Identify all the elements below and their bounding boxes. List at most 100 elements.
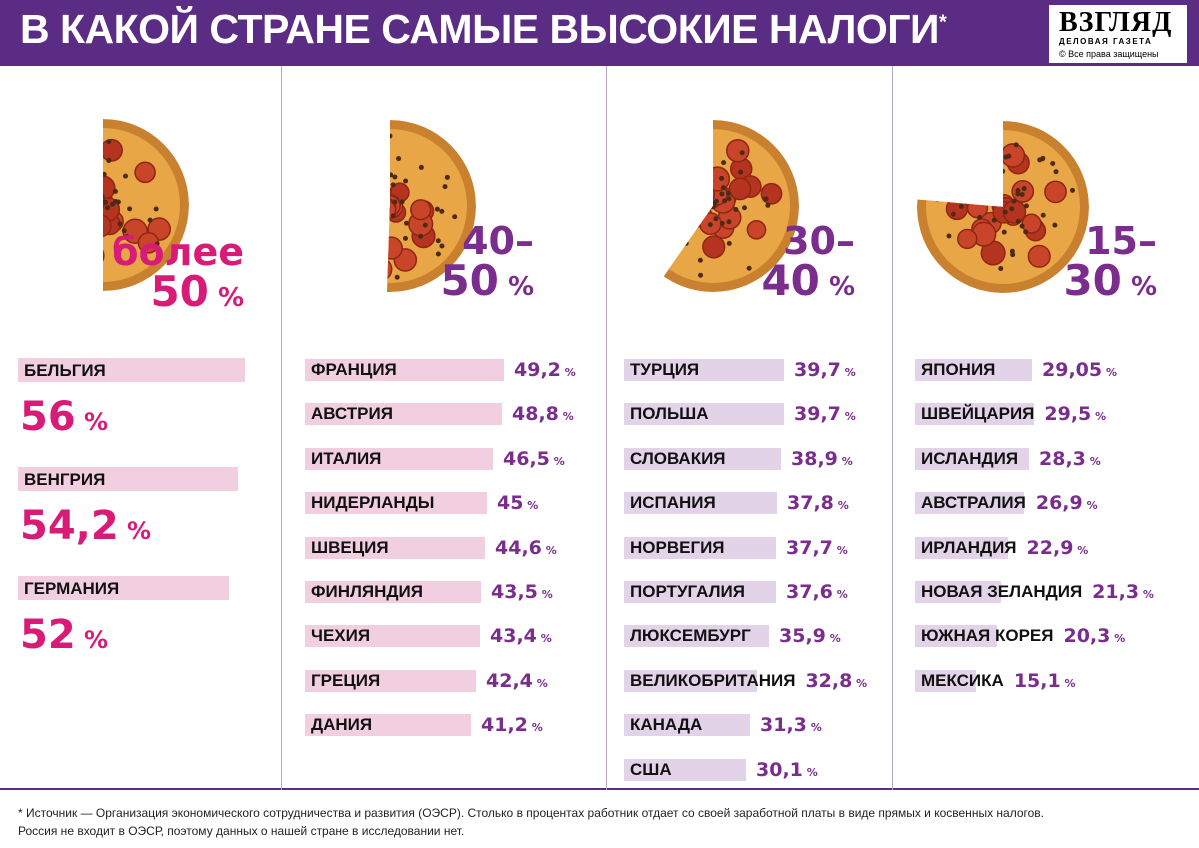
country-label: ВЕЛИКОБРИТАНИЯ [630, 671, 796, 690]
country-label: ЛЮКСЕМБУРГ [630, 626, 751, 645]
range-label-line1: 15– [1085, 219, 1157, 263]
country-value: 42,4 % [486, 670, 548, 692]
country-bar [624, 714, 750, 736]
country-label: ЮЖНАЯ КОРЕЯ [921, 626, 1054, 645]
country-label: ИРЛАНДИЯ [921, 538, 1017, 557]
country-bar [915, 492, 1024, 514]
country-value: 20,3 % [1063, 625, 1126, 647]
logo-subtitle: ДЕЛОВАЯ ГАЗЕТА [1059, 37, 1153, 46]
country-value: 15,1 % [1013, 670, 1076, 692]
country-bar: БЕЛЬГИЯ [18, 358, 245, 382]
pizza-illustration [386, 120, 476, 292]
country-label: АВСТРАЛИЯ [921, 493, 1026, 512]
country-value: 41,2 % [481, 714, 543, 736]
country-bar [305, 403, 502, 425]
country-label: ИТАЛИЯ [311, 449, 382, 468]
logo-name: ВЗГЛЯД [1059, 7, 1173, 38]
country-value: 26,9 % [1035, 492, 1098, 514]
country-label: ИСПАНИЯ [630, 493, 716, 512]
country-label: ЧЕХИЯ [311, 626, 371, 645]
country-bar [915, 581, 1001, 603]
country-label: ФИНЛЯНДИЯ [311, 582, 423, 601]
country-value: 45 % [497, 492, 539, 514]
country-bar [915, 359, 1032, 381]
page-title: В КАКОЙ СТРАНЕ САМЫЕ ВЫСОКИЕ НАЛОГИ* [20, 6, 947, 52]
country-value: 29,05 % [1042, 359, 1117, 381]
chart-frame [0, 66, 1199, 790]
range-label-line1: более [111, 230, 244, 274]
range-label-line1: 30– [783, 219, 855, 263]
pizza-illustration [917, 121, 1089, 293]
pizza-illustration [663, 120, 799, 292]
range-label-line2: 50 % [150, 267, 244, 316]
country-bar [915, 670, 976, 692]
country-label: НОРВЕГИЯ [630, 538, 725, 557]
country-bar [305, 537, 485, 559]
range-label-line2: 50 % [440, 256, 534, 305]
country-label: СЛОВАКИЯ [630, 449, 726, 468]
column-divider [281, 66, 282, 790]
country-label: ЯПОНИЯ [921, 360, 996, 379]
country-value: 29,5 % [1044, 403, 1107, 425]
country-label: АВСТРИЯ [311, 404, 393, 423]
country-value: 28,3 % [1039, 448, 1101, 470]
pizza-illustration [103, 119, 189, 291]
country-bar [305, 625, 480, 647]
country-bar: ВЕНГРИЯ [18, 467, 238, 491]
range-label: 40– 50 % [0, 222, 534, 302]
logo-copyright: © Все права защищены [1059, 49, 1159, 59]
country-value: 46,5 % [503, 448, 565, 470]
footnote-line-1: * Источник — Организация экономического … [18, 806, 1045, 820]
header-bar [0, 0, 1199, 66]
country-bar [624, 625, 769, 647]
country-value: 49,2 % [514, 359, 576, 381]
country-label: НОВАЯ ЗЕЛАНДИЯ [921, 582, 1083, 601]
country-bar [624, 759, 746, 781]
country-label: США [630, 760, 672, 779]
country-value: 48,8 % [512, 403, 574, 425]
country-value: 54,2 % [20, 503, 152, 549]
country-label: МЕКСИКА [921, 671, 1004, 690]
country-bar [624, 359, 784, 381]
country-label: ШВЕЙЦАРИЯ [921, 404, 1035, 423]
country-value: 22,9 % [1026, 537, 1089, 559]
country-bar [624, 670, 757, 692]
country-value: 38,9 % [791, 448, 853, 470]
country-bar [305, 448, 493, 470]
column-divider [892, 66, 893, 790]
country-label: ИСЛАНДИЯ [921, 449, 1019, 468]
country-value: 43,5 % [491, 581, 553, 603]
country-value: 32,8 % [805, 670, 868, 692]
country-bar [915, 448, 1029, 470]
country-value: 37,6 % [786, 581, 848, 603]
footnote: * Источник — Организация экономического … [18, 804, 1188, 840]
footnote-line-2: Россия не входит в ОЭСР, поэтому данных … [18, 824, 465, 838]
country-bar [305, 714, 471, 736]
country-bar: ГЕРМАНИЯ [18, 576, 229, 600]
country-value: 21,3 % [1092, 581, 1154, 603]
country-bar [305, 359, 504, 381]
country-label: НИДЕРЛАНДЫ [311, 493, 435, 512]
country-bar [624, 448, 781, 470]
country-label: ГРЕЦИЯ [311, 671, 381, 690]
country-label: ТУРЦИЯ [630, 360, 700, 379]
country-value: 30,1 % [756, 759, 818, 781]
country-label: ФРАНЦИЯ [311, 360, 397, 379]
country-bar [624, 537, 776, 559]
range-label: более 50 % [0, 233, 244, 313]
range-label-line1: 40– [462, 219, 534, 263]
country-value: 44,6 % [495, 537, 557, 559]
country-value: 37,7 % [786, 537, 848, 559]
country-bar [305, 581, 481, 603]
country-value: 43,4 % [490, 625, 552, 647]
country-value: 35,9 % [779, 625, 841, 647]
country-bar [915, 625, 997, 647]
country-value: 56 % [20, 394, 109, 440]
country-bar [305, 670, 476, 692]
country-label: КАНАДА [630, 715, 703, 734]
country-value: 52 % [20, 612, 109, 658]
publisher-logo: ВЗГЛЯД ДЕЛОВАЯ ГАЗЕТА © Все права защище… [1047, 3, 1189, 65]
country-bar [915, 403, 1034, 425]
country-bar [624, 403, 784, 425]
country-label: ПОРТУГАЛИЯ [630, 582, 745, 601]
